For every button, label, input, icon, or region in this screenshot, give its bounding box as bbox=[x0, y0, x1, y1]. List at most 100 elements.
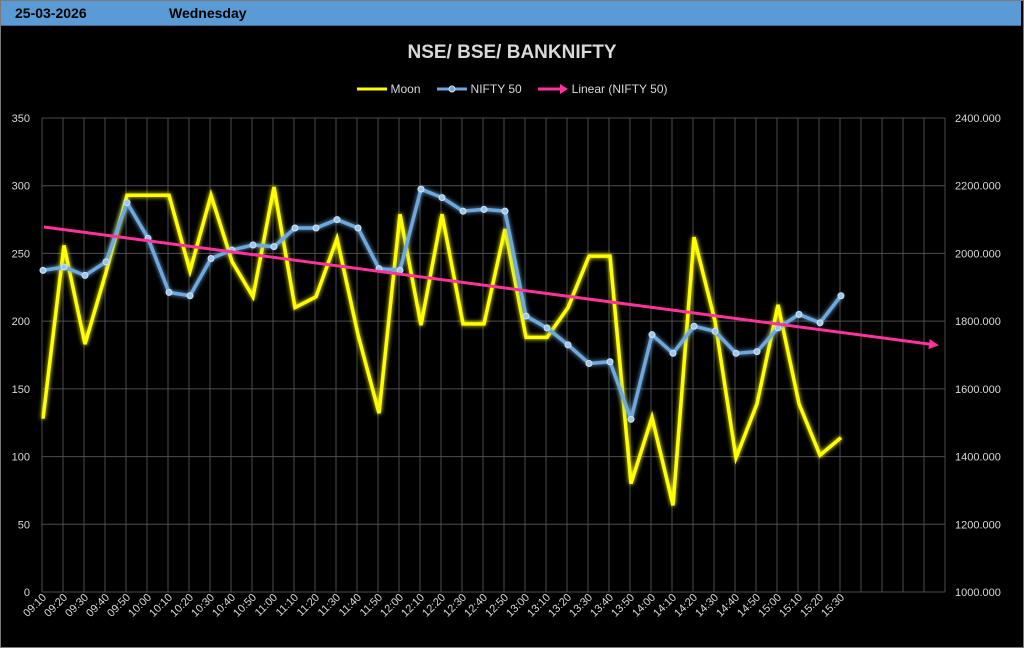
x-tick-label: 14:20 bbox=[672, 592, 700, 620]
x-tick-label: 13:00 bbox=[504, 592, 532, 620]
legend-swatch-nifty bbox=[436, 85, 467, 93]
nifty-point bbox=[480, 205, 488, 213]
x-tick-label: 12:40 bbox=[462, 592, 490, 620]
x-tick-label: 13:30 bbox=[567, 592, 595, 620]
nifty-point bbox=[291, 224, 299, 232]
legend-label-linear: Linear (NIFTY 50) bbox=[571, 82, 668, 96]
nifty-point bbox=[795, 310, 803, 318]
nifty-point bbox=[438, 194, 446, 202]
nifty-point bbox=[816, 319, 824, 327]
nifty-point bbox=[186, 292, 194, 300]
nifty-point bbox=[417, 185, 425, 193]
nifty-point bbox=[543, 324, 551, 332]
nifty-point bbox=[354, 224, 362, 232]
y-right-tick-label: 2400.000 bbox=[955, 113, 1001, 125]
legend-swatch-moon bbox=[356, 87, 387, 91]
day-label: Wednesday bbox=[169, 5, 247, 21]
y-left-tick-label: 100 bbox=[12, 452, 30, 464]
y-left-tick-label: 150 bbox=[12, 384, 30, 396]
x-tick-label: 09:50 bbox=[105, 592, 133, 620]
y-left-tick-label: 200 bbox=[12, 316, 30, 328]
nifty-point bbox=[165, 288, 173, 296]
x-tick-label: 14:30 bbox=[693, 592, 721, 620]
grid-layer bbox=[41, 117, 946, 593]
nifty-point bbox=[207, 255, 215, 263]
series-layer bbox=[39, 185, 939, 506]
x-tick-label: 13:20 bbox=[546, 592, 574, 620]
nifty-point bbox=[753, 348, 761, 356]
nifty-point bbox=[837, 292, 845, 300]
x-tick-label: 15:20 bbox=[798, 592, 826, 620]
x-tick-label: 10:00 bbox=[126, 592, 154, 620]
x-tick-label: 12:50 bbox=[483, 592, 511, 620]
x-tick-label: 15:10 bbox=[777, 592, 805, 620]
x-tick-label: 14:50 bbox=[735, 592, 763, 620]
y-left-tick-label: 250 bbox=[12, 248, 30, 260]
chart-legend: Moon NIFTY 50 Linear (NIFTY 50) bbox=[0, 80, 1024, 98]
y-right-tick-label: 2000.000 bbox=[955, 248, 1001, 260]
nifty-point bbox=[60, 263, 68, 271]
y-right-tick-label: 1400.000 bbox=[955, 452, 1001, 464]
x-tick-label: 12:00 bbox=[378, 592, 406, 620]
nifty-point bbox=[333, 216, 341, 224]
x-tick-label: 11:30 bbox=[316, 592, 343, 619]
axis-layer: 0 50 100 150 200 250 300 350 1000.000 1200.000 140… bbox=[12, 113, 1001, 620]
x-tick-label: 12:30 bbox=[441, 592, 469, 620]
x-tick-label: 10:40 bbox=[210, 592, 238, 620]
x-tick-label: 11:10 bbox=[274, 592, 301, 619]
x-tick-label: 15:30 bbox=[819, 592, 847, 620]
y-left-tick-label: 350 bbox=[12, 113, 30, 125]
x-tick-label: 09:30 bbox=[63, 592, 91, 620]
nifty-point bbox=[312, 224, 320, 232]
x-tick-label: 14:00 bbox=[630, 592, 658, 620]
y-left-tick-label: 0 bbox=[24, 587, 30, 599]
nifty-point bbox=[606, 358, 614, 366]
y-right-tick-label: 1800.000 bbox=[955, 316, 1001, 328]
x-tick-label: 14:40 bbox=[714, 592, 742, 620]
x-tick-label: 10:50 bbox=[231, 592, 259, 620]
legend-label-nifty: NIFTY 50 bbox=[470, 82, 522, 96]
x-tick-label: 13:50 bbox=[609, 592, 637, 620]
nifty-point bbox=[459, 207, 467, 215]
nifty-point bbox=[501, 207, 509, 215]
nifty-point bbox=[711, 327, 719, 335]
y-right-tick-label: 1000.000 bbox=[955, 587, 1001, 599]
x-tick-label: 09:20 bbox=[42, 592, 70, 620]
nifty-point bbox=[39, 266, 47, 274]
nifty-point bbox=[522, 312, 530, 320]
x-tick-label: 10:10 bbox=[147, 592, 175, 620]
x-tick-label: 15:00 bbox=[756, 592, 784, 620]
x-tick-label: 12:10 bbox=[399, 592, 427, 620]
x-tick-label: 09:40 bbox=[84, 592, 112, 620]
nifty-point bbox=[690, 322, 698, 330]
nifty-point bbox=[564, 341, 572, 349]
nifty-point bbox=[669, 349, 677, 357]
nifty-series-line bbox=[42, 187, 843, 422]
y-right-tick-label: 1200.000 bbox=[955, 519, 1001, 531]
x-tick-label: 11:00 bbox=[253, 592, 280, 619]
x-tick-label: 12:20 bbox=[420, 592, 448, 620]
x-tick-label: 11:40 bbox=[337, 592, 364, 619]
x-tick-label: 10:20 bbox=[168, 592, 196, 620]
nifty-point bbox=[270, 243, 278, 251]
x-tick-label: 14:10 bbox=[651, 592, 679, 620]
x-tick-label: 11:20 bbox=[295, 592, 322, 619]
legend-item-nifty: NIFTY 50 bbox=[436, 82, 522, 96]
nifty-point bbox=[249, 241, 257, 249]
legend-item-moon: Moon bbox=[356, 82, 421, 96]
y-right-tick-label: 2200.000 bbox=[955, 181, 1001, 193]
nifty-point bbox=[123, 199, 131, 207]
nifty-point bbox=[81, 271, 89, 279]
nifty-point bbox=[627, 415, 635, 423]
nifty-point bbox=[732, 349, 740, 357]
header-bar: 25-03-2026 Wednesday bbox=[1, 1, 1021, 26]
legend-swatch-linear bbox=[537, 84, 568, 94]
y-right-tick-label: 1600.000 bbox=[955, 384, 1001, 396]
date-label: 25-03-2026 bbox=[15, 5, 87, 21]
nifty-point bbox=[648, 331, 656, 339]
moon-series-line bbox=[41, 186, 843, 506]
legend-label-moon: Moon bbox=[390, 82, 421, 96]
y-left-tick-label: 300 bbox=[12, 181, 30, 193]
x-tick-label: 13:40 bbox=[588, 592, 616, 620]
